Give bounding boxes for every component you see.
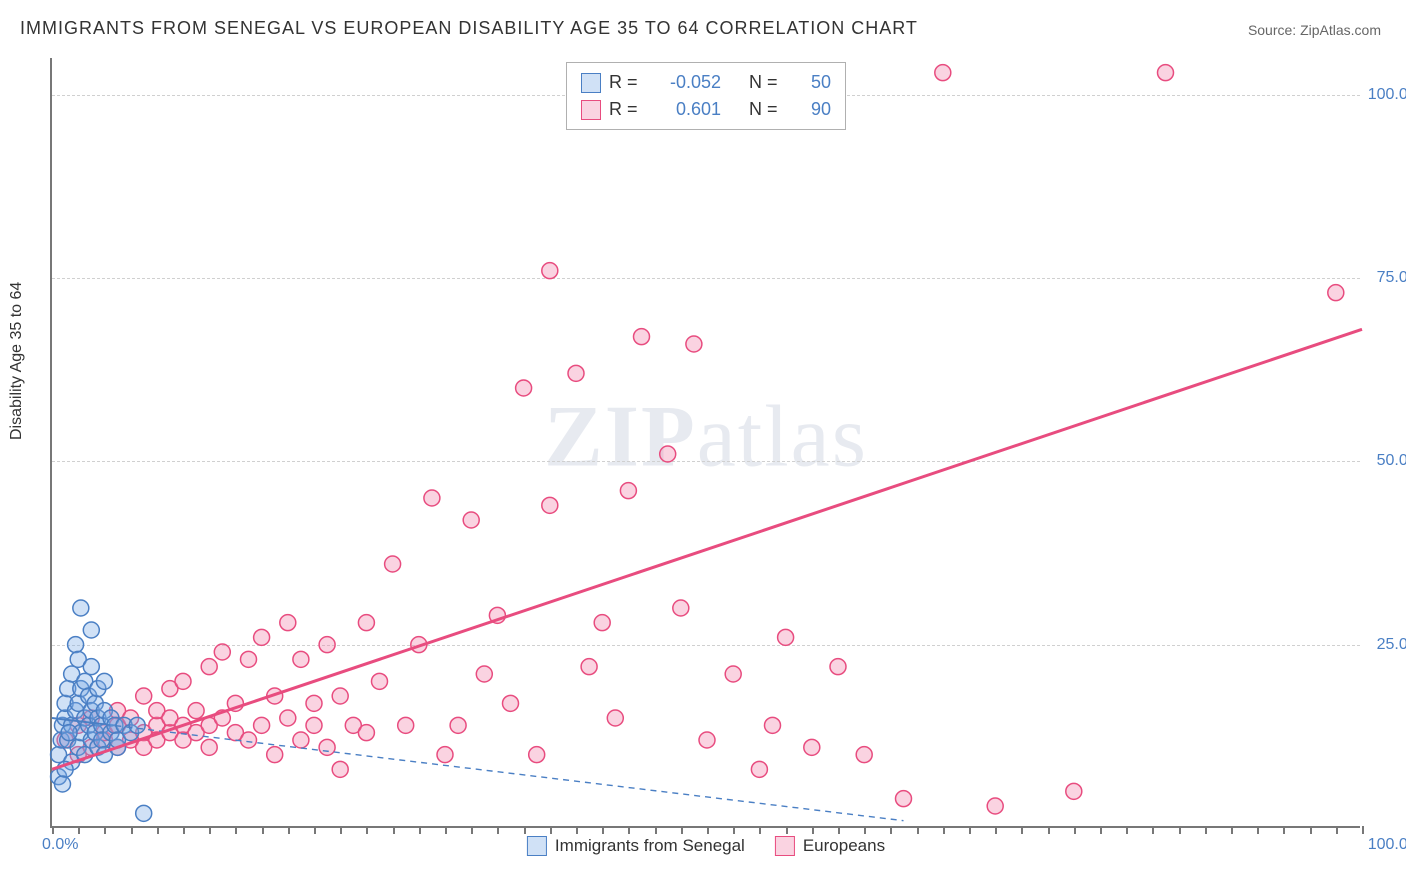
x-tick xyxy=(366,826,368,834)
x-tick xyxy=(969,826,971,834)
x-tick xyxy=(864,826,866,834)
swatch-senegal xyxy=(581,73,601,93)
x-tick xyxy=(628,826,630,834)
source-value: ZipAtlas.com xyxy=(1300,22,1381,38)
stats-legend: R = -0.052 N = 50 R = 0.601 N = 90 xyxy=(566,62,846,130)
x-tick xyxy=(1152,826,1154,834)
x-tick xyxy=(681,826,683,834)
chart-title: IMMIGRANTS FROM SENEGAL VS EUROPEAN DISA… xyxy=(20,18,918,39)
swatch-europeans xyxy=(581,100,601,120)
x-tick xyxy=(1021,826,1023,834)
x-tick xyxy=(786,826,788,834)
x-tick xyxy=(235,826,237,834)
x-tick xyxy=(733,826,735,834)
x-tick xyxy=(1310,826,1312,834)
source-label: Source: xyxy=(1248,22,1296,38)
x-tick xyxy=(104,826,106,834)
x-tick xyxy=(917,826,919,834)
x-tick xyxy=(1336,826,1338,834)
x-tick xyxy=(943,826,945,834)
x-tick xyxy=(759,826,761,834)
x-axis-max-label: 100.0% xyxy=(1368,836,1406,854)
x-tick xyxy=(838,826,840,834)
x-tick xyxy=(1048,826,1050,834)
legend-item-europeans: Europeans xyxy=(775,836,885,856)
x-tick xyxy=(1126,826,1128,834)
y-tick-label: 75.0% xyxy=(1377,269,1406,287)
x-tick xyxy=(314,826,316,834)
y-tick-label: 50.0% xyxy=(1377,452,1406,470)
x-axis-min-label: 0.0% xyxy=(42,836,78,854)
x-tick xyxy=(419,826,421,834)
legend-item-senegal: Immigrants from Senegal xyxy=(527,836,745,856)
x-tick xyxy=(445,826,447,834)
x-tick xyxy=(183,826,185,834)
x-tick xyxy=(497,826,499,834)
x-tick xyxy=(1179,826,1181,834)
x-tick xyxy=(602,826,604,834)
x-tick xyxy=(1257,826,1259,834)
y-tick-label: 100.0% xyxy=(1368,86,1406,104)
x-tick xyxy=(393,826,395,834)
x-tick xyxy=(1283,826,1285,834)
x-tick xyxy=(52,826,54,834)
x-tick xyxy=(524,826,526,834)
x-tick xyxy=(340,826,342,834)
x-tick xyxy=(890,826,892,834)
series-legend: Immigrants from Senegal Europeans xyxy=(527,836,885,856)
x-tick xyxy=(78,826,80,834)
x-tick xyxy=(655,826,657,834)
x-tick xyxy=(471,826,473,834)
source-credit: Source: ZipAtlas.com xyxy=(1248,22,1381,38)
x-tick xyxy=(707,826,709,834)
x-tick xyxy=(1231,826,1233,834)
x-tick xyxy=(576,826,578,834)
x-tick xyxy=(262,826,264,834)
y-tick-label: 25.0% xyxy=(1377,636,1406,654)
x-tick xyxy=(1074,826,1076,834)
swatch-europeans-icon xyxy=(775,836,795,856)
x-tick xyxy=(1205,826,1207,834)
x-tick xyxy=(1100,826,1102,834)
x-tick xyxy=(157,826,159,834)
x-tick xyxy=(995,826,997,834)
stats-row-europeans: R = 0.601 N = 90 xyxy=(581,96,831,123)
x-tick xyxy=(812,826,814,834)
x-tick xyxy=(131,826,133,834)
scatter-svg xyxy=(52,58,1360,826)
stats-row-senegal: R = -0.052 N = 50 xyxy=(581,69,831,96)
y-axis-label: Disability Age 35 to 64 xyxy=(8,282,26,440)
x-tick xyxy=(209,826,211,834)
x-tick xyxy=(288,826,290,834)
swatch-senegal-icon xyxy=(527,836,547,856)
plot-area: ZIPatlas 25.0%50.0%75.0%100.0% R = -0.05… xyxy=(50,58,1360,828)
x-tick xyxy=(1362,826,1364,834)
x-tick xyxy=(550,826,552,834)
